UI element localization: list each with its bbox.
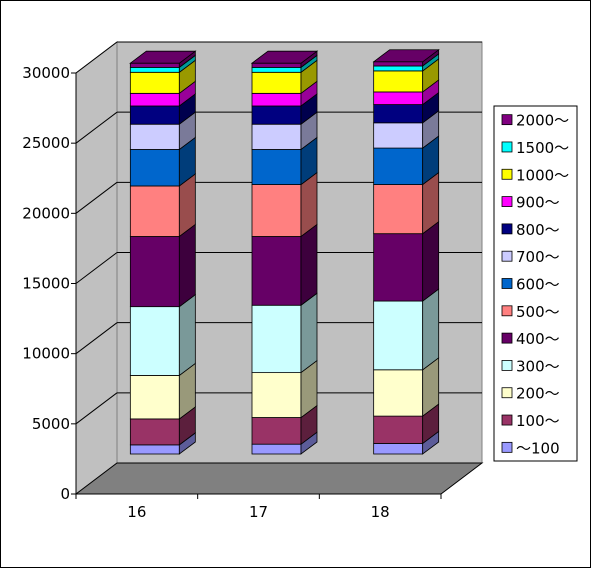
legend-swatch xyxy=(501,168,513,180)
y-tick-label: 20000 xyxy=(22,204,70,222)
legend-swatch xyxy=(501,141,513,153)
legend-label: 800～ xyxy=(516,221,560,239)
bar-segment xyxy=(129,123,180,150)
bar-segment xyxy=(373,233,424,302)
bar-segment xyxy=(251,443,302,455)
bar-segment xyxy=(129,66,180,73)
y-tick-label: 15000 xyxy=(22,275,70,293)
legend-label: 700～ xyxy=(516,248,560,266)
bar-segment-side xyxy=(300,223,318,307)
bar-segment xyxy=(373,184,424,235)
bar-segment-side xyxy=(422,288,440,371)
bar-segment-side xyxy=(300,292,318,374)
gridline-side xyxy=(75,41,118,74)
legend-swatch xyxy=(501,332,513,344)
bar-segment xyxy=(373,415,424,444)
bar-segment xyxy=(251,184,302,237)
legend-label: 2000～ xyxy=(516,112,569,130)
bar-segment xyxy=(129,92,180,107)
bar-segment xyxy=(373,65,424,72)
gridline-side xyxy=(75,181,118,214)
bar-segment xyxy=(373,104,424,124)
bar-segment xyxy=(251,236,302,306)
bar-segment xyxy=(373,91,424,105)
bar-segment xyxy=(373,300,424,371)
floor xyxy=(74,462,484,495)
bar-segment xyxy=(373,122,424,149)
legend-label: 200～ xyxy=(516,385,560,403)
bar-segment xyxy=(251,71,302,94)
legend-label: 900～ xyxy=(516,194,560,212)
legend-label: 300～ xyxy=(516,357,560,375)
bar-segment xyxy=(373,443,424,455)
bar-top xyxy=(129,50,197,64)
bar-segment xyxy=(129,375,180,420)
bar-segment xyxy=(129,71,180,94)
bar-segment xyxy=(251,304,302,374)
bar-segment xyxy=(251,123,302,150)
legend-label: 1500～ xyxy=(516,139,569,157)
legend-swatch xyxy=(501,196,513,207)
y-tick-label: 10000 xyxy=(22,345,70,363)
bar-segment xyxy=(251,105,302,125)
bar-segment xyxy=(251,66,302,73)
bar-segment xyxy=(373,70,424,93)
bar-segment-side xyxy=(178,223,196,308)
gridline-side xyxy=(75,322,118,355)
legend-swatch xyxy=(501,250,513,262)
legend-swatch xyxy=(501,114,513,126)
bar-segment xyxy=(129,418,180,446)
bar-segment xyxy=(129,149,180,187)
bar-segment xyxy=(373,147,424,185)
bar-segment-side xyxy=(178,293,196,377)
bar-segment xyxy=(373,369,424,417)
bar-segment xyxy=(251,92,302,107)
x-tick-label: 16 xyxy=(127,503,146,521)
bar-segment xyxy=(373,61,424,67)
legend-swatch xyxy=(501,414,513,426)
y-tick-label: 5000 xyxy=(32,415,70,433)
legend-swatch xyxy=(501,305,513,317)
legend-swatch xyxy=(501,441,513,453)
x-tick-label: 18 xyxy=(371,503,390,521)
bar-segment xyxy=(251,62,302,68)
bar-segment xyxy=(251,372,302,418)
bar-segment xyxy=(251,149,302,185)
legend-label: ～100 xyxy=(516,439,560,457)
gridline-side xyxy=(75,392,118,425)
legend-label: 100～ xyxy=(516,412,560,430)
bar-segment xyxy=(129,62,180,68)
gridline-side xyxy=(75,252,118,284)
legend-label: 1000～ xyxy=(516,166,569,184)
legend-label: 500～ xyxy=(516,303,560,321)
bar-segment xyxy=(251,417,302,445)
legend-swatch xyxy=(501,360,513,371)
bar-top xyxy=(250,50,319,64)
legend-swatch xyxy=(501,387,513,399)
bar-top xyxy=(372,49,440,63)
bar-segment xyxy=(129,444,180,455)
gridline-side xyxy=(75,111,118,144)
bar-segment xyxy=(129,105,180,125)
bar-segment-side xyxy=(422,220,440,302)
bar-segment xyxy=(129,306,180,376)
x-tick-label: 17 xyxy=(249,503,268,521)
legend-swatch xyxy=(501,278,513,289)
legend-label: 400～ xyxy=(516,330,560,348)
legend-swatch xyxy=(501,223,513,235)
y-tick-label: 25000 xyxy=(22,134,70,152)
y-tick-label: 0 xyxy=(60,485,70,503)
legend-label: 600～ xyxy=(516,276,560,294)
bar-segment xyxy=(129,185,180,237)
y-tick-label: 30000 xyxy=(22,64,70,82)
bar-segment xyxy=(129,236,180,308)
